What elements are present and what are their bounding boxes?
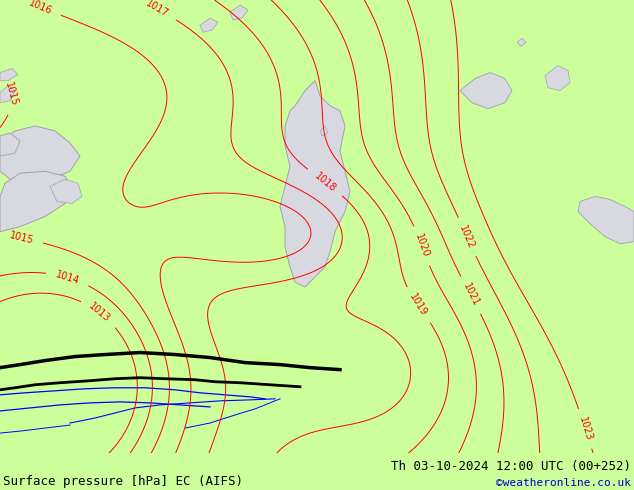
Text: 1022: 1022 [458, 223, 476, 250]
Text: 1015: 1015 [3, 81, 18, 108]
Text: 1013: 1013 [87, 301, 112, 324]
Text: 1016: 1016 [27, 0, 53, 17]
Text: 1014: 1014 [55, 269, 81, 286]
Polygon shape [0, 171, 75, 232]
Polygon shape [0, 126, 80, 183]
Text: 1023: 1023 [577, 416, 593, 442]
Polygon shape [578, 196, 634, 244]
Polygon shape [200, 18, 218, 32]
Text: 1017: 1017 [144, 0, 170, 19]
Text: 1021: 1021 [461, 282, 481, 308]
Text: 1018: 1018 [313, 171, 338, 194]
Polygon shape [230, 5, 248, 20]
Text: Surface pressure [hPa] EC (AIFS): Surface pressure [hPa] EC (AIFS) [3, 474, 243, 488]
Polygon shape [517, 38, 526, 47]
Polygon shape [460, 73, 512, 109]
Text: 1015: 1015 [8, 230, 34, 246]
Polygon shape [280, 80, 350, 287]
Polygon shape [0, 86, 15, 103]
Polygon shape [0, 133, 20, 156]
Polygon shape [0, 69, 18, 80]
Text: ©weatheronline.co.uk: ©weatheronline.co.uk [496, 478, 631, 488]
Polygon shape [545, 66, 570, 91]
Text: Th 03-10-2024 12:00 UTC (00+252): Th 03-10-2024 12:00 UTC (00+252) [391, 460, 631, 473]
Polygon shape [320, 126, 328, 136]
Polygon shape [50, 179, 82, 203]
Text: 1019: 1019 [408, 292, 429, 318]
Text: 1020: 1020 [413, 233, 431, 259]
